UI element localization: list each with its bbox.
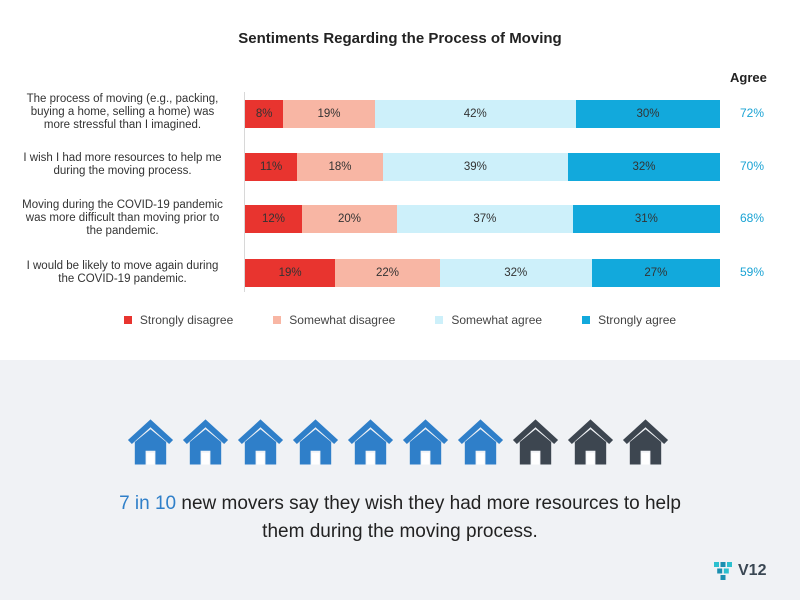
legend-item: Strongly agree: [582, 313, 676, 327]
bar-segment: 8%: [245, 100, 284, 128]
data-label: 27%: [644, 267, 668, 279]
house-icon-highlighted: [237, 419, 284, 465]
house-icon-muted: [567, 419, 614, 465]
legend-item: Somewhat disagree: [273, 313, 395, 327]
chart-title: Sentiments Regarding the Process of Movi…: [238, 30, 562, 47]
legend-label: Strongly agree: [598, 313, 677, 327]
category-label: The process of moving (e.g., packing, buy…: [26, 93, 219, 131]
data-label: 30%: [636, 108, 660, 120]
stat-panel: 7 in 10 new movers say they wish they ha…: [0, 360, 800, 600]
agree-total: 70%: [740, 159, 765, 173]
bar-segment: 11%: [245, 153, 298, 181]
bar-segment: 42%: [374, 100, 577, 128]
category-label: I wish I had more resources to help me du…: [23, 152, 222, 177]
stat-statement: 7 in 10 new movers say they wish they ha…: [50, 490, 750, 546]
stat-line-2: them during the moving process.: [262, 521, 538, 542]
bar-segment: 19%: [283, 100, 375, 128]
data-label: 8%: [255, 108, 273, 120]
bar-segment: 12%: [245, 205, 302, 233]
house-icon-highlighted: [127, 419, 174, 465]
legend-swatch: [273, 316, 282, 324]
stacked-bar: 12% 20% 37% 31%: [245, 205, 720, 233]
bar-segment: 20%: [302, 205, 397, 233]
v12-logo-icon: [714, 562, 732, 580]
bar-segment: 32%: [568, 153, 720, 181]
legend-item: Strongly disagree: [123, 313, 234, 327]
data-label: 39%: [463, 161, 487, 173]
data-label: 12%: [261, 213, 286, 225]
house-icon-highlighted: [402, 419, 449, 465]
bar-segment: 31%: [572, 205, 720, 233]
bar-segment: 32%: [439, 259, 592, 287]
legend-swatch: [582, 316, 591, 324]
logo-text: V12: [738, 562, 767, 579]
agree-total: 72%: [740, 106, 765, 120]
house-icon-highlighted: [347, 419, 394, 465]
stat-line-1: new movers say they wish they had more r…: [176, 493, 681, 514]
house-icon-highlighted: [292, 419, 339, 465]
bar-segment: 37%: [397, 205, 573, 233]
data-label: 31%: [634, 213, 658, 225]
data-label: 32%: [632, 161, 656, 173]
chart-legend: Strongly disagree Somewhat disagree Somewh…: [0, 313, 800, 327]
data-label: 11%: [260, 161, 283, 173]
bar-segment: 22%: [335, 259, 440, 287]
house-icon-highlighted: [182, 419, 229, 465]
stacked-bar: 11% 18% 39% 32%: [245, 153, 720, 181]
stat-highlight: 7 in 10: [119, 493, 177, 514]
legend-label: Somewhat disagree: [289, 313, 396, 327]
data-label: 19%: [317, 108, 341, 120]
house-icon-row: [125, 415, 671, 467]
stacked-bar: 8% 19% 42% 30%: [245, 100, 720, 128]
legend-swatch: [123, 316, 132, 324]
data-label: 42%: [463, 108, 487, 120]
category-axis-line: [244, 92, 245, 292]
bar-segment: 30%: [576, 100, 720, 128]
agree-column-header: Agree: [730, 70, 767, 85]
legend-label: Somewhat agree: [451, 313, 543, 327]
bar-segment: 39%: [382, 153, 568, 181]
bar-segment: 18%: [297, 153, 383, 181]
data-label: 19%: [278, 267, 302, 279]
agree-total: 68%: [740, 211, 765, 225]
category-label: Moving during the COVID-19 pandemic was m…: [22, 199, 223, 237]
v12-logo: V12: [714, 562, 766, 580]
chart-section: Sentiments Regarding the Process of Movi…: [0, 30, 800, 327]
house-icon-highlighted: [457, 419, 504, 465]
data-label: 20%: [337, 213, 362, 225]
agree-total: 59%: [740, 265, 765, 279]
house-icon-muted: [512, 419, 559, 465]
legend-item: Somewhat agree: [435, 313, 542, 327]
bar-segment: 19%: [245, 259, 336, 287]
data-label: 18%: [328, 161, 352, 173]
data-label: 37%: [473, 213, 497, 225]
data-label: 32%: [504, 267, 528, 279]
stacked-bar: 19% 22% 32% 27%: [245, 259, 720, 287]
legend-label: Strongly disagree: [139, 313, 234, 327]
category-label: I would be likely to move again during th…: [26, 260, 219, 285]
data-label: 22%: [375, 267, 400, 279]
house-icon-muted: [622, 419, 669, 465]
legend-swatch: [435, 316, 444, 324]
bar-segment: 27%: [591, 259, 720, 287]
